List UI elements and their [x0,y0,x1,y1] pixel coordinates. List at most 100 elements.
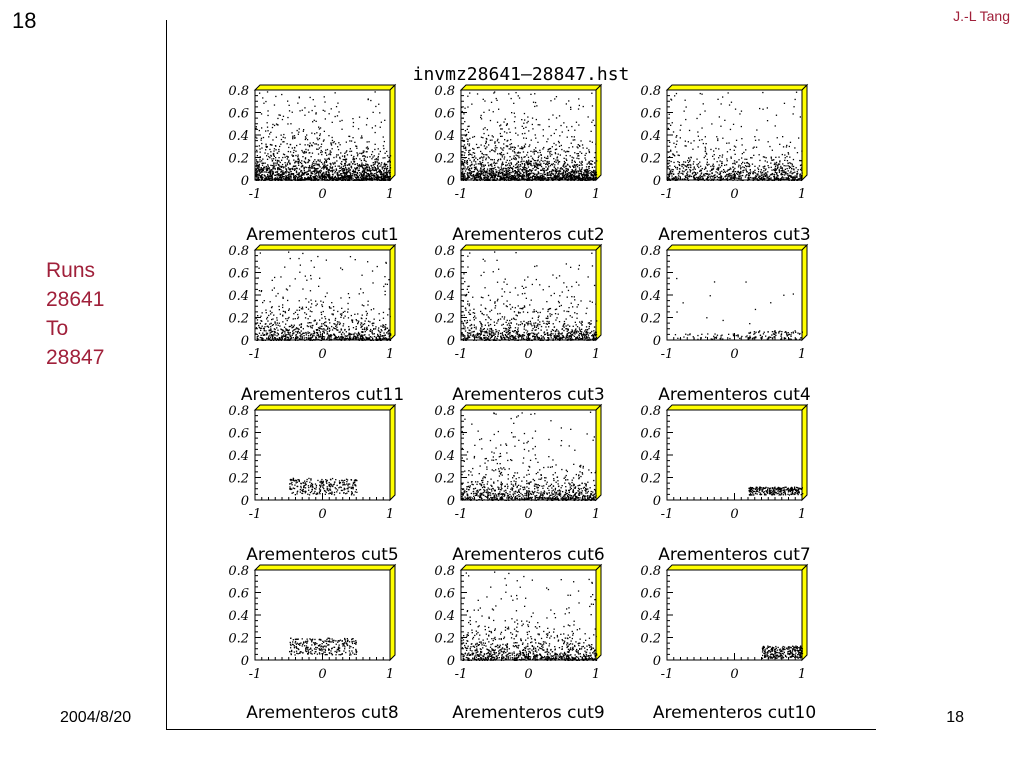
scatter-point [734,174,736,176]
scatter-point [578,167,581,169]
scatter-point [775,114,778,116]
scatter-point [667,178,669,181]
scatter-point [529,169,531,171]
scatter-point [591,160,594,162]
scatter-point [592,119,594,121]
scatter-point [269,133,271,135]
scatter-point [371,172,373,175]
scatter-point [291,111,293,113]
scatter-point [562,172,565,174]
scatter-point [800,178,803,180]
scatter-point [306,174,308,176]
scatter-point [590,160,592,162]
scatter-point [489,177,492,179]
scatter-point [477,173,479,175]
scatter-point [259,175,261,177]
scatter-point [586,175,589,177]
scatter-point [354,141,356,143]
scatter-point [373,166,375,168]
scatter-point [274,178,276,180]
scatter-point [496,140,499,142]
scatter-point [272,170,274,173]
scatter-point [482,98,484,100]
scatter-point [792,172,795,174]
scatter-point [273,333,275,335]
scatter-point [591,92,593,94]
scatter-point [738,164,740,166]
scatter-point [579,169,581,171]
scatter-point [278,148,280,151]
scatter-point [590,176,592,179]
scatter-point [479,157,481,159]
scatter-point [304,178,306,180]
scatter-point [505,145,507,147]
scatter-point [371,174,373,176]
scatter-point [332,162,334,164]
scatter-point [779,143,781,145]
scatter-point [735,161,737,163]
scatter-point [292,151,295,154]
scatter-point [577,144,579,146]
scatter-point [546,141,548,143]
scatter-point [560,144,562,147]
scatter-point [522,166,524,169]
scatter-point [262,158,264,160]
scatter-point [476,179,478,181]
scatter-point [550,150,552,153]
scatter-point [285,171,287,173]
scatter-point [334,92,336,94]
y-tick-label: 0.2 [434,152,455,167]
scatter-point [325,179,327,181]
scatter-point [527,166,530,168]
scatter-point [592,174,594,176]
scatter-point [255,169,257,171]
scatter-point [579,164,581,166]
scatter-point [787,178,789,180]
scatter-point [473,178,476,180]
scatter-point [381,162,383,164]
scatter-point [686,166,688,168]
scatter-point [340,316,342,318]
scatter-point [493,173,495,175]
scatter-point [309,170,311,172]
scatter-point [535,160,537,162]
scatter-point [353,155,355,158]
scatter-point [523,174,525,176]
scatter-point [759,107,761,110]
scatter-point [265,169,268,171]
scatter-point [282,141,284,143]
scatter-point [278,160,280,162]
scatter-point [469,169,471,172]
scatter-point [291,167,293,170]
scatter-point [313,176,315,178]
scatter-point [265,312,267,314]
scatter-point [267,326,270,328]
scatter-point [367,170,369,172]
scatter-point [482,137,484,139]
scatter-point [782,174,784,176]
scatter-point [707,179,709,181]
scatter-point [689,159,691,161]
scatter-point [263,174,265,176]
scatter-point [361,152,363,154]
scatter-point [523,122,525,124]
scatter-point [594,176,597,179]
scatter-point [764,174,767,177]
scatter-point [266,126,269,128]
scatter-point [541,178,543,180]
scatter-point [268,177,271,179]
scatter-point [292,135,294,137]
scatter-point [716,168,718,170]
scatter-point [736,161,738,163]
scatter-point [464,130,467,132]
scatter-point [511,170,514,172]
scatter-point [329,150,331,152]
scatter-point [523,178,525,181]
scatter-point [726,179,729,181]
scatter-point [778,156,780,158]
scatter-point [509,178,511,180]
scatter-point [770,156,772,158]
scatter-point [302,151,304,153]
scatter-point [311,325,313,327]
scatter-point [272,172,274,174]
